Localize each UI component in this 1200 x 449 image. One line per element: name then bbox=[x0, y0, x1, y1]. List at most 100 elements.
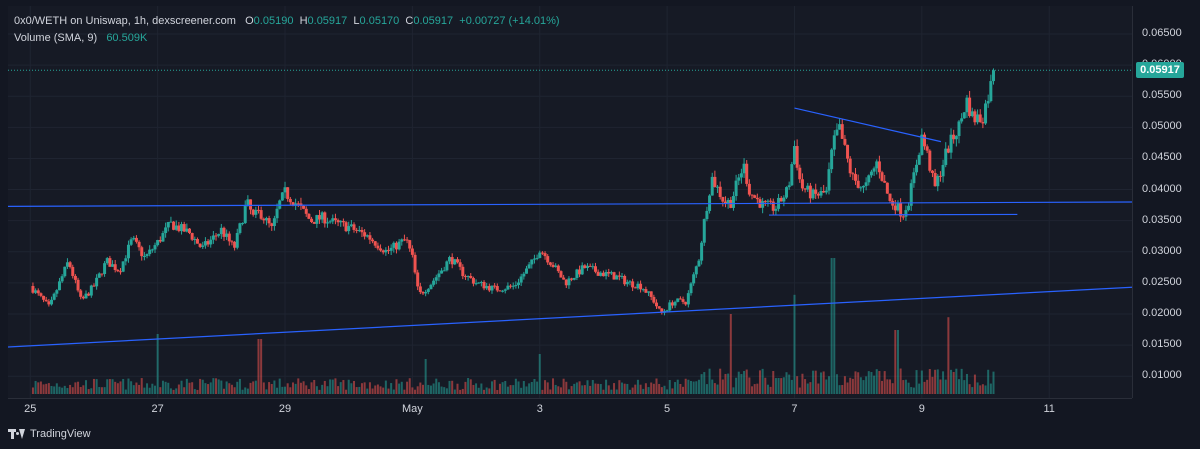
candle-body bbox=[517, 282, 521, 286]
candle bbox=[243, 200, 247, 224]
candle bbox=[808, 182, 812, 203]
candle-body bbox=[458, 262, 462, 267]
volume-bar bbox=[891, 383, 894, 394]
candle bbox=[333, 213, 337, 225]
candle bbox=[941, 159, 945, 183]
volume-label[interactable]: Volume (SMA, 9) bbox=[14, 32, 98, 44]
volume-bar bbox=[337, 386, 340, 394]
candle-body bbox=[394, 242, 398, 250]
volume-bar bbox=[241, 389, 244, 394]
tradingview-logo[interactable]: TradingView bbox=[8, 428, 91, 440]
candle bbox=[47, 298, 51, 307]
chart-area[interactable] bbox=[8, 6, 1132, 398]
symbol-title[interactable]: 0x0/WETH on Uniswap, 1h, dexscreener.com bbox=[14, 15, 236, 27]
volume-bar bbox=[384, 380, 387, 394]
volume-bar bbox=[164, 381, 167, 394]
candle bbox=[915, 159, 919, 176]
volume-bar bbox=[780, 378, 783, 394]
volume-bar bbox=[533, 378, 536, 394]
volume-bar bbox=[472, 384, 475, 394]
volume-bar bbox=[345, 389, 348, 394]
candle bbox=[556, 264, 560, 273]
candle bbox=[87, 292, 91, 297]
candle bbox=[349, 219, 353, 228]
volume-bar bbox=[490, 381, 493, 394]
candle-body bbox=[336, 220, 340, 223]
volume-bar bbox=[212, 378, 215, 394]
volume-bar bbox=[963, 380, 966, 394]
volume-bar bbox=[716, 384, 719, 394]
candle-body bbox=[670, 302, 674, 306]
volume-bar bbox=[284, 386, 287, 394]
volume-bar bbox=[894, 330, 897, 394]
volume-bar bbox=[687, 379, 690, 394]
candle bbox=[413, 252, 417, 275]
candle-body bbox=[44, 299, 48, 302]
candle-body bbox=[861, 185, 865, 188]
candle bbox=[440, 267, 444, 274]
candle-body bbox=[548, 262, 552, 265]
volume-bar bbox=[461, 388, 464, 394]
candle-body bbox=[485, 286, 489, 289]
volume-bar bbox=[254, 380, 257, 394]
volume-bar bbox=[257, 339, 260, 394]
candle bbox=[644, 286, 648, 294]
candle bbox=[126, 240, 130, 263]
candle-body bbox=[970, 111, 974, 117]
volume-bar bbox=[615, 389, 618, 394]
candle-body bbox=[968, 97, 972, 117]
candle-body bbox=[103, 263, 107, 275]
candle-body bbox=[864, 182, 868, 186]
candle bbox=[540, 251, 544, 255]
candle bbox=[848, 156, 852, 178]
candle bbox=[203, 237, 207, 249]
candle-body bbox=[986, 101, 990, 104]
candle bbox=[437, 270, 441, 282]
candle bbox=[357, 225, 361, 233]
candle-body bbox=[280, 192, 284, 201]
candle-body bbox=[450, 257, 454, 265]
candle-body bbox=[52, 293, 56, 300]
candle bbox=[158, 236, 162, 243]
volume-bar bbox=[912, 387, 915, 394]
candle-body bbox=[254, 209, 258, 215]
candle bbox=[946, 145, 950, 154]
candle bbox=[65, 258, 69, 269]
candle-body bbox=[227, 233, 231, 242]
volume-bar bbox=[865, 376, 868, 394]
candle bbox=[262, 217, 266, 224]
volume-bar bbox=[902, 380, 905, 394]
candle-body bbox=[405, 239, 409, 241]
candle bbox=[501, 289, 505, 293]
volume-bar bbox=[830, 258, 833, 394]
price-tick-label: 0.04500 bbox=[1142, 151, 1182, 164]
candle bbox=[288, 196, 292, 206]
candle-body bbox=[288, 198, 292, 203]
candle bbox=[466, 275, 470, 281]
candle bbox=[371, 237, 375, 244]
candle bbox=[394, 241, 398, 254]
candle-body bbox=[73, 275, 77, 280]
candle bbox=[535, 254, 539, 261]
candle bbox=[551, 261, 555, 268]
candle-body bbox=[150, 249, 154, 251]
volume-bar bbox=[896, 330, 899, 394]
volume-bar bbox=[50, 385, 53, 394]
candle-body bbox=[246, 199, 250, 206]
candle bbox=[180, 221, 184, 235]
candle-body bbox=[543, 253, 547, 257]
candle-body bbox=[936, 175, 940, 187]
volume-bar bbox=[753, 384, 756, 394]
candle bbox=[968, 90, 972, 118]
candle bbox=[976, 109, 980, 125]
candle-body bbox=[461, 266, 465, 277]
candle-body bbox=[737, 177, 741, 181]
candle-body bbox=[636, 283, 640, 289]
candle-body bbox=[89, 285, 93, 296]
candle-body bbox=[761, 201, 765, 208]
volume-bar bbox=[952, 372, 955, 394]
open-label: O bbox=[245, 15, 254, 27]
volume-bar bbox=[979, 385, 982, 394]
candle bbox=[227, 231, 231, 246]
candle-body bbox=[647, 291, 651, 293]
